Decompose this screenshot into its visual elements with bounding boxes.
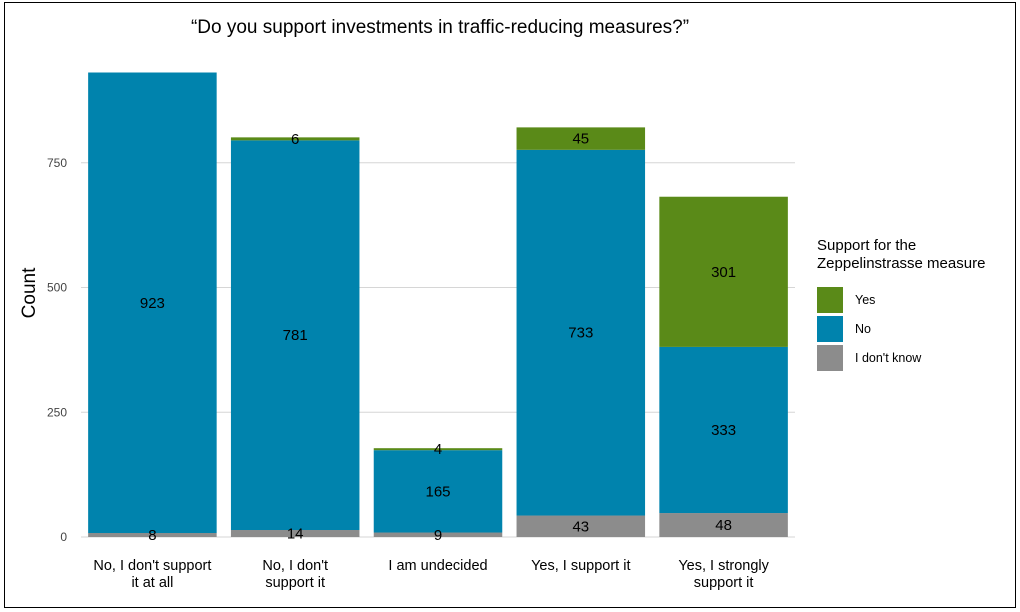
- data-label: 8: [148, 527, 156, 544]
- y-tick-label: 750: [47, 156, 67, 170]
- data-label: 165: [425, 483, 450, 500]
- bar-segment-no: [88, 72, 217, 534]
- x-tick-label: No, I don't support it: [262, 558, 328, 591]
- legend-swatch: [817, 287, 843, 313]
- chart-frame: “Do you support investments in traffic-r…: [4, 2, 1016, 608]
- bar-segment-i-don-t-know: [230, 530, 360, 537]
- legend-label: Yes: [855, 293, 875, 307]
- legend-swatch: [817, 316, 843, 342]
- legend-label: No: [855, 322, 871, 336]
- y-axis-label: Count: [19, 267, 40, 318]
- x-tick-label: I am undecided: [388, 558, 487, 574]
- bar-segment-no: [373, 450, 503, 533]
- data-label: 43: [572, 518, 589, 535]
- bar-segment-no: [230, 140, 360, 531]
- data-label: 6: [291, 131, 299, 148]
- bar-segment-no: [516, 149, 646, 516]
- data-label: 301: [711, 264, 736, 281]
- x-tick-label: Yes, I strongly support it: [678, 558, 769, 591]
- x-tick-label: No, I don't support it at all: [93, 558, 211, 591]
- data-label: 48: [715, 517, 732, 534]
- bar-segment-i-don-t-know: [659, 513, 788, 537]
- legend-swatch: [817, 345, 843, 371]
- chart-title: “Do you support investments in traffic-r…: [191, 17, 689, 38]
- bar-segment-yes: [230, 137, 360, 141]
- y-tick-label: 0: [60, 530, 67, 544]
- data-label: 9: [434, 527, 442, 544]
- y-tick-label: 500: [47, 281, 67, 295]
- y-axis-ticks: 0 250 500 750: [47, 156, 67, 544]
- legend-title: Zeppelinstrasse measure: [817, 255, 985, 272]
- stacked-bar-chart: “Do you support investments in traffic-r…: [19, 17, 985, 591]
- bar-segment-i-don-t-know: [516, 515, 646, 537]
- data-label: 733: [568, 325, 593, 342]
- data-label: 4: [434, 441, 442, 458]
- data-label: 923: [140, 295, 165, 312]
- x-axis-ticks: No, I don't support it at all No, I don't s…: [93, 558, 769, 591]
- bar-segment-yes: [659, 196, 788, 347]
- data-label: 14: [287, 526, 304, 543]
- data-label: 333: [711, 422, 736, 439]
- bar-segment-i-don-t-know: [373, 532, 503, 537]
- bar-segment-i-don-t-know: [88, 533, 217, 537]
- legend-title: Support for the: [817, 237, 916, 254]
- y-tick-label: 250: [47, 405, 67, 419]
- x-tick-label: Yes, I support it: [531, 558, 630, 574]
- data-label: 45: [572, 131, 589, 148]
- bar-segment-no: [659, 346, 788, 514]
- legend-label: I don't know: [855, 351, 922, 365]
- bar-segment-yes: [373, 448, 503, 451]
- data-labels: 8 923 14 781 6 9 165 4 43 733 45 48 333 301: [140, 131, 736, 544]
- bars: [88, 72, 788, 537]
- data-label: 781: [283, 327, 308, 344]
- bar-segment-yes: [516, 127, 646, 150]
